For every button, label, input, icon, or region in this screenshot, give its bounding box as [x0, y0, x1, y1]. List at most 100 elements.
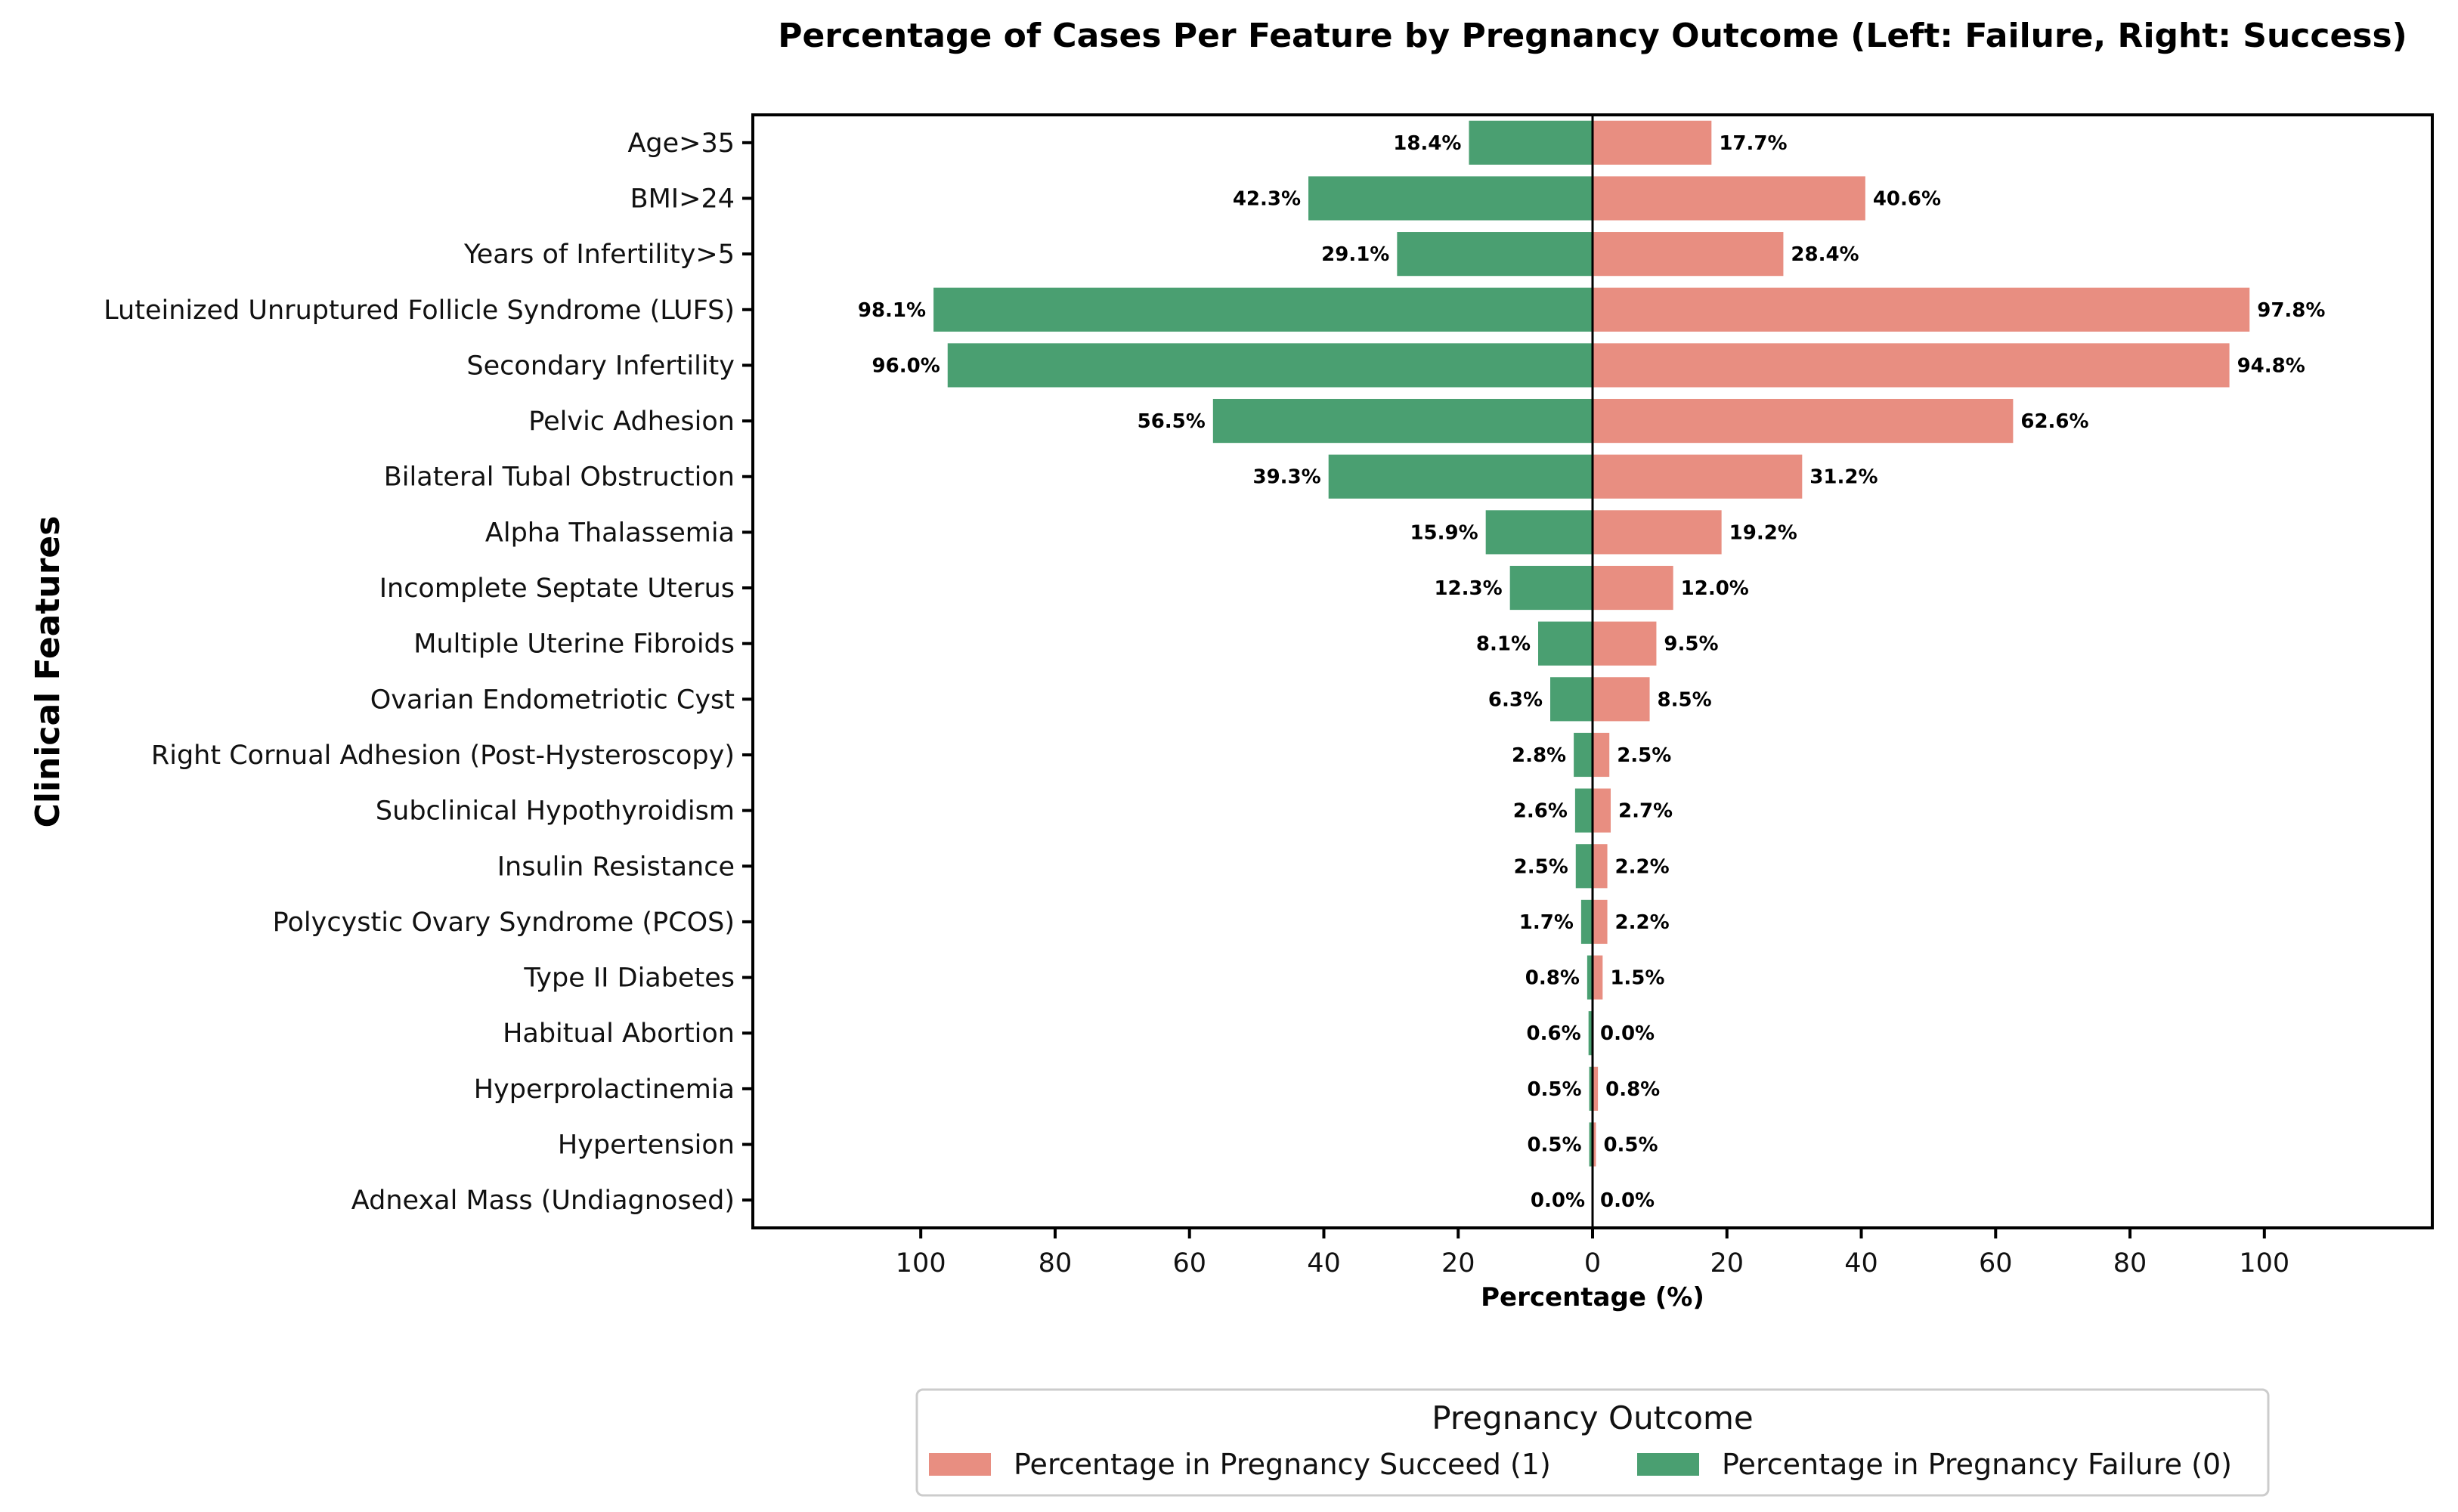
data-label-success-years-of-infertility-5: 28.4% — [1791, 243, 1859, 266]
data-label-success-age-35: 17.7% — [1719, 132, 1787, 155]
bar-success-bmi-24 — [1593, 176, 1865, 221]
data-label-failure-ovarian-endometriotic-cyst: 6.3% — [1488, 688, 1543, 711]
data-label-failure-bmi-24: 42.3% — [1233, 187, 1301, 210]
x-tick-label-5: 0 — [1584, 1248, 1601, 1279]
bar-failure-age-35 — [1469, 120, 1593, 165]
legend-swatch-failure — [1637, 1453, 1699, 1476]
data-label-success-type-ii-diabetes: 1.5% — [1610, 967, 1664, 990]
bar-failure-type-ii-diabetes — [1587, 955, 1593, 1000]
data-label-failure-pelvic-adhesion: 56.5% — [1138, 410, 1206, 433]
data-label-success-hyperprolactinemia: 0.8% — [1605, 1078, 1660, 1101]
y-tick-label-secondary-infertility: Secondary Infertility — [466, 351, 735, 381]
y-tick-label-hypertension: Hypertension — [558, 1130, 735, 1161]
bar-success-hyperprolactinemia — [1593, 1066, 1599, 1111]
y-tick-label-right-cornual-adhesion-post-hysteroscopy: Right Cornual Adhesion (Post-Hysteroscop… — [151, 741, 735, 771]
x-tick-label-0: 100 — [896, 1248, 946, 1279]
chart-title: Percentage of Cases Per Feature by Pregn… — [778, 17, 2407, 55]
data-label-success-right-cornual-adhesion-post-hysteroscopy: 2.5% — [1617, 744, 1671, 767]
bar-success-years-of-infertility-5 — [1593, 232, 1784, 277]
x-tick-label-9: 80 — [2113, 1248, 2147, 1279]
bar-failure-luteinized-unruptured-follicle-syndrome-lufs — [933, 287, 1593, 332]
bar-failure-hyperprolactinemia — [1589, 1066, 1593, 1111]
y-tick-label-insulin-resistance: Insulin Resistance — [497, 852, 735, 882]
bar-failure-polycystic-ovary-syndrome-pcos — [1580, 899, 1593, 945]
y-tick-label-ovarian-endometriotic-cyst: Ovarian Endometriotic Cyst — [370, 685, 735, 715]
bar-success-insulin-resistance — [1593, 844, 1608, 889]
bar-failure-bmi-24 — [1308, 176, 1593, 221]
x-tick-label-4: 20 — [1441, 1248, 1475, 1279]
y-tick-label-subclinical-hypothyroidism: Subclinical Hypothyroidism — [376, 796, 735, 827]
bar-success-incomplete-septate-uterus — [1593, 565, 1673, 611]
data-label-success-subclinical-hypothyroidism: 2.7% — [1618, 800, 1673, 823]
x-tick-label-3: 40 — [1307, 1248, 1341, 1279]
bar-failure-right-cornual-adhesion-post-hysteroscopy — [1574, 732, 1593, 778]
bar-failure-multiple-uterine-fibroids — [1538, 621, 1593, 666]
data-label-failure-incomplete-septate-uterus: 12.3% — [1434, 577, 1502, 600]
data-label-success-bilateral-tubal-obstruction: 31.2% — [1809, 466, 1878, 489]
bar-failure-bilateral-tubal-obstruction — [1328, 454, 1593, 499]
data-label-failure-subclinical-hypothyroidism: 2.6% — [1513, 800, 1568, 823]
bar-failure-secondary-infertility — [947, 343, 1593, 388]
y-tick-label-age-35: Age>35 — [627, 128, 735, 159]
legend-label-failure: Percentage in Pregnancy Failure (0) — [1722, 1448, 2232, 1481]
data-label-success-polycystic-ovary-syndrome-pcos: 2.2% — [1615, 911, 1670, 934]
x-tick-label-2: 60 — [1172, 1248, 1206, 1279]
x-tick-label-6: 20 — [1710, 1248, 1744, 1279]
legend-label-success: Percentage in Pregnancy Succeed (1) — [1014, 1448, 1551, 1481]
data-label-failure-type-ii-diabetes: 0.8% — [1525, 967, 1580, 990]
data-label-failure-habitual-abortion: 0.6% — [1527, 1022, 1581, 1045]
failure-data-labels-group: 18.4% 42.3% 29.1% 98.1% 96.0% 56.5% 39.3% 15.9%… — [858, 132, 1585, 1212]
y-tick-label-multiple-uterine-fibroids: Multiple Uterine Fibroids — [413, 629, 735, 660]
y-tick-label-luteinized-unruptured-follicle-syndrome-lufs: Luteinized Unruptured Follicle Syndrome … — [104, 295, 735, 326]
bar-success-bilateral-tubal-obstruction — [1593, 454, 1803, 499]
y-tick-label-habitual-abortion: Habitual Abortion — [503, 1019, 735, 1049]
y-tick-label-bmi-24: BMI>24 — [630, 184, 735, 214]
data-label-success-luteinized-unruptured-follicle-syndrome-lufs: 97.8% — [2257, 299, 2325, 322]
data-label-failure-hyperprolactinemia: 0.5% — [1527, 1078, 1581, 1101]
bar-success-subclinical-hypothyroidism — [1593, 788, 1611, 833]
data-label-failure-age-35: 18.4% — [1393, 132, 1461, 155]
data-label-failure-polycystic-ovary-syndrome-pcos: 1.7% — [1519, 911, 1574, 934]
bar-failure-ovarian-endometriotic-cyst — [1550, 677, 1593, 722]
data-label-failure-hypertension: 0.5% — [1527, 1134, 1581, 1157]
data-label-failure-bilateral-tubal-obstruction: 39.3% — [1252, 466, 1320, 489]
data-label-success-multiple-uterine-fibroids: 9.5% — [1664, 633, 1718, 656]
y-tick-label-adnexal-mass-undiagnosed: Adnexal Mass (Undiagnosed) — [351, 1186, 735, 1216]
data-label-failure-adnexal-mass-undiagnosed: 0.0% — [1531, 1189, 1585, 1212]
x-tick-label-10: 100 — [2239, 1248, 2289, 1279]
legend-swatch-success — [929, 1453, 991, 1476]
data-label-failure-luteinized-unruptured-follicle-syndrome-lufs: 98.1% — [858, 299, 926, 322]
x-axis-label: Percentage (%) — [1481, 1282, 1704, 1313]
x-tick-label-1: 80 — [1039, 1248, 1073, 1279]
data-label-success-insulin-resistance: 2.2% — [1615, 855, 1670, 878]
bar-success-polycystic-ovary-syndrome-pcos — [1593, 899, 1608, 945]
y-tick-label-hyperprolactinemia: Hyperprolactinemia — [474, 1074, 735, 1105]
legend-title: Pregnancy Outcome — [1432, 1399, 1753, 1436]
bar-success-luteinized-unruptured-follicle-syndrome-lufs — [1593, 287, 2250, 332]
data-label-success-secondary-infertility: 94.8% — [2237, 354, 2305, 377]
bar-failure-pelvic-adhesion — [1212, 398, 1593, 444]
data-label-success-alpha-thalassemia: 19.2% — [1729, 521, 1797, 544]
success-bars-group — [1593, 120, 2250, 1167]
y-axis-label: Clinical Features — [29, 516, 67, 828]
data-label-success-hypertension: 0.5% — [1603, 1134, 1658, 1157]
bar-success-right-cornual-adhesion-post-hysteroscopy — [1593, 732, 1610, 778]
y-tick-label-years-of-infertility-5: Years of Infertility>5 — [463, 240, 735, 270]
y-tick-label-alpha-thalassemia: Alpha Thalassemia — [485, 518, 735, 548]
data-label-success-ovarian-endometriotic-cyst: 8.5% — [1658, 688, 1712, 711]
y-tick-label-polycystic-ovary-syndrome-pcos: Polycystic Ovary Syndrome (PCOS) — [273, 908, 735, 938]
bar-success-age-35 — [1593, 120, 1712, 165]
data-label-success-pelvic-adhesion: 62.6% — [2020, 410, 2088, 433]
y-tick-label-incomplete-septate-uterus: Incomplete Septate Uterus — [379, 574, 735, 604]
data-label-failure-alpha-thalassemia: 15.9% — [1410, 521, 1478, 544]
data-label-success-habitual-abortion: 0.0% — [1600, 1022, 1655, 1045]
y-axis-ticks-group: Age>35 BMI>24 Years of Infertility>5 Lutein… — [104, 128, 753, 1216]
bar-success-ovarian-endometriotic-cyst — [1593, 677, 1650, 722]
data-label-failure-secondary-infertility: 96.0% — [872, 354, 940, 377]
bar-failure-years-of-infertility-5 — [1397, 232, 1593, 277]
data-label-success-adnexal-mass-undiagnosed: 0.0% — [1600, 1189, 1655, 1212]
y-tick-label-pelvic-adhesion: Pelvic Adhesion — [528, 407, 735, 437]
bar-failure-subclinical-hypothyroidism — [1574, 788, 1593, 833]
data-label-success-incomplete-septate-uterus: 12.0% — [1681, 577, 1749, 600]
